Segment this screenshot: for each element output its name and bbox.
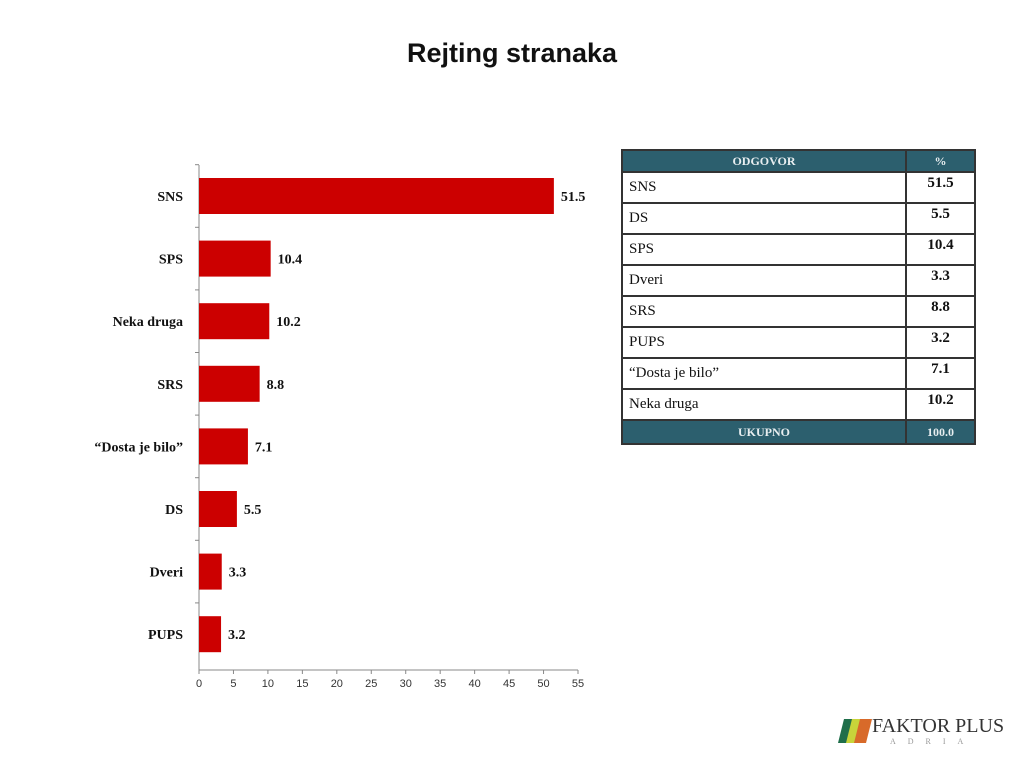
table-row: SRS 8.8 <box>621 295 976 328</box>
x-tick-label: 45 <box>503 678 515 690</box>
logo-sub: ADRIA <box>890 737 976 746</box>
table-row: DS 5.5 <box>621 202 976 235</box>
row-value: 3.3 <box>905 264 976 297</box>
x-tick-label: 40 <box>469 678 481 690</box>
row-label: PUPS <box>621 326 907 359</box>
row-value: 7.1 <box>905 357 976 390</box>
category-label: DS <box>165 503 183 518</box>
total-value: 100.0 <box>905 419 976 445</box>
row-label: SNS <box>621 171 907 204</box>
category-label: SPS <box>159 253 183 268</box>
category-label: Dveri <box>150 566 184 581</box>
table-row: Dveri 3.3 <box>621 264 976 297</box>
x-tick-label: 5 <box>230 678 236 690</box>
row-label: DS <box>621 202 907 235</box>
table-row: “Dosta je bilo” 7.1 <box>621 357 976 390</box>
logo-icon <box>838 719 872 743</box>
category-label: SNS <box>157 190 183 205</box>
x-tick-label: 0 <box>196 678 202 690</box>
data-label: 5.5 <box>244 503 262 518</box>
table-row: PUPS 3.2 <box>621 326 976 359</box>
row-value: 10.4 <box>905 233 976 266</box>
row-value: 10.2 <box>905 388 976 421</box>
bar <box>199 365 260 402</box>
x-tick-label: 15 <box>296 678 308 690</box>
data-label: 7.1 <box>255 440 273 455</box>
row-value: 3.2 <box>905 326 976 359</box>
category-label: PUPS <box>148 628 183 643</box>
data-label: 3.2 <box>228 628 246 643</box>
row-value: 5.5 <box>905 202 976 235</box>
total-label: UKUPNO <box>621 419 907 445</box>
row-label: SPS <box>621 233 907 266</box>
table-row: Neka druga 10.2 <box>621 388 976 421</box>
x-tick-label: 10 <box>262 678 274 690</box>
table-total-row: UKUPNO 100.0 <box>621 419 976 445</box>
x-tick-label: 35 <box>434 678 446 690</box>
x-tick-label: 20 <box>331 678 343 690</box>
bar <box>199 428 248 465</box>
header-answer: ODGOVOR <box>621 149 907 173</box>
bar <box>199 616 222 653</box>
x-tick-label: 55 <box>572 678 584 690</box>
x-tick-label: 50 <box>537 678 549 690</box>
bar <box>199 178 554 214</box>
bar <box>199 303 270 340</box>
results-table: ODGOVOR % SNS 51.5 DS 5.5 SPS 10.4 Dveri 3.3 SRS… <box>621 149 976 445</box>
table-row: SPS 10.4 <box>621 233 976 266</box>
row-label: “Dosta je bilo” <box>621 357 907 390</box>
x-tick-label: 30 <box>400 678 412 690</box>
category-label: Neka druga <box>113 315 183 330</box>
x-tick-label: 25 <box>365 678 377 690</box>
logo-name: FAKTOR PLUS <box>872 715 1005 737</box>
category-label: “Dosta je bilo” <box>94 440 183 455</box>
row-label: SRS <box>621 295 907 328</box>
category-label: SRS <box>157 378 183 393</box>
table-row: SNS 51.5 <box>621 171 976 204</box>
row-value: 8.8 <box>905 295 976 328</box>
chart-title: Rejting stranaka <box>406 38 618 68</box>
data-label: 3.3 <box>229 566 247 581</box>
data-label: 10.4 <box>278 253 303 268</box>
bar <box>199 240 271 277</box>
row-value: 51.5 <box>905 171 976 204</box>
data-label: 10.2 <box>276 315 301 330</box>
data-label: 51.5 <box>561 190 586 205</box>
row-label: Dveri <box>621 264 907 297</box>
faktor-plus-logo: FAKTOR PLUS ADRIA <box>838 715 1004 750</box>
row-label: Neka druga <box>621 388 907 421</box>
header-percent: % <box>905 149 976 173</box>
bar <box>199 553 222 590</box>
data-label: 8.8 <box>267 378 285 393</box>
bar <box>199 491 237 527</box>
